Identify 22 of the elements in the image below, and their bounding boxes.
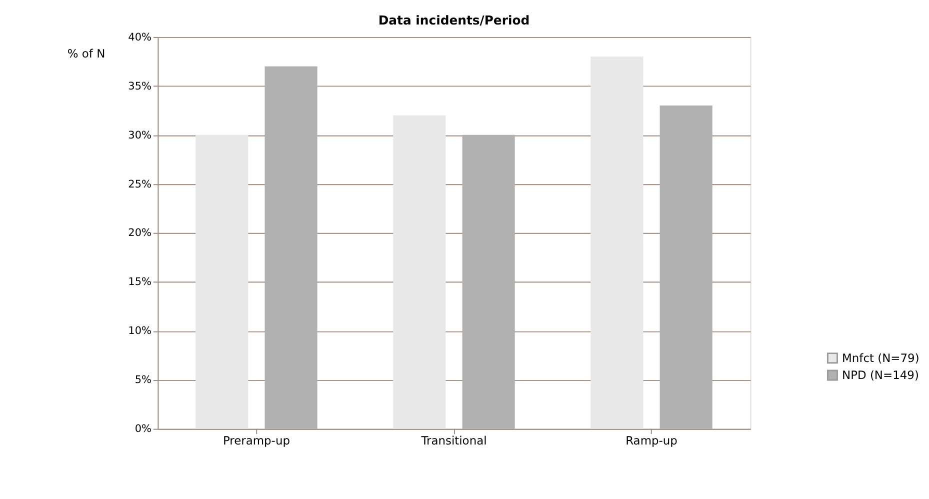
legend-label: Mnfct (N=79) <box>842 350 920 365</box>
y-tick-label: 5% <box>134 374 152 386</box>
bar <box>196 134 248 429</box>
y-tick-label: 15% <box>128 276 152 288</box>
bar <box>393 115 446 429</box>
legend-label: NPD (N=149) <box>842 368 919 382</box>
bar <box>264 66 318 429</box>
bar <box>462 134 515 429</box>
chart-title: Data incidents/Period <box>378 12 530 28</box>
x-tick-label: Ramp-up <box>626 434 678 448</box>
y-tick-label: 25% <box>128 178 152 190</box>
y-axis-title: % of N <box>67 46 106 61</box>
bar <box>590 56 644 429</box>
y-tick-label: 20% <box>128 227 152 240</box>
y-tick-label: 35% <box>128 80 152 92</box>
bar <box>660 106 712 429</box>
y-tick-label: 0% <box>134 423 152 436</box>
x-tick-label: Preramp-up <box>222 434 290 448</box>
y-tick-label: 30% <box>128 129 152 142</box>
y-tick-label: 40% <box>128 31 152 44</box>
y-tick-label: 10% <box>128 325 152 338</box>
x-tick-label: Transitional <box>420 434 487 448</box>
